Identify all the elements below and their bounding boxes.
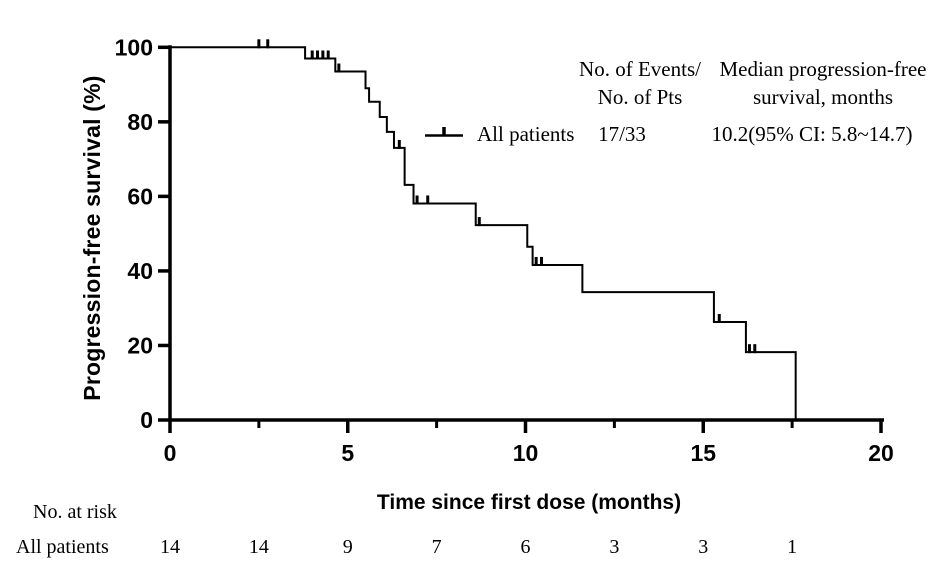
x-tick-label: 5 xyxy=(341,440,354,466)
risk-value: 3 xyxy=(698,536,709,558)
legend-median-header: Median progression-free survival, months xyxy=(663,55,931,111)
y-tick-label: 80 xyxy=(127,109,153,135)
km-curve xyxy=(170,46,797,420)
y-axis-title: Progression-free survival (%) xyxy=(79,75,105,401)
legend-series-label: All patients xyxy=(477,122,575,146)
y-tick-label: 0 xyxy=(140,407,153,433)
risk-value: 1 xyxy=(787,536,798,558)
x-axis-title: Time since first dose (months) xyxy=(376,491,682,514)
y-tick-label: 100 xyxy=(115,34,153,60)
risk-value: 6 xyxy=(520,536,531,558)
risk-table-title: No. at risk xyxy=(33,501,117,523)
risk-value: 3 xyxy=(609,536,620,558)
x-tick-label: 10 xyxy=(513,440,539,466)
legend-events-value: 17/33 xyxy=(598,122,646,146)
risk-value: 14 xyxy=(160,536,180,558)
y-tick-label: 20 xyxy=(127,332,153,358)
legend-events-header: No. of Events/ No. of Pts xyxy=(480,55,800,111)
risk-value: 9 xyxy=(342,536,353,558)
x-tick-label: 15 xyxy=(690,440,716,466)
y-tick-label: 60 xyxy=(127,183,153,209)
legend-median-value: 10.2(95% CI: 5.8~14.7) xyxy=(711,122,913,146)
x-tick-label: 20 xyxy=(868,440,894,466)
legend-events-header-line1: No. of Events/ xyxy=(579,57,701,81)
legend-median-header-line2: survival, months xyxy=(753,85,893,109)
risk-value: 7 xyxy=(431,536,442,558)
risk-table-row-label: All patients xyxy=(16,536,109,558)
legend-median-header-line1: Median progression-free xyxy=(719,57,927,81)
x-tick-label: 0 xyxy=(164,440,177,466)
y-tick-label: 40 xyxy=(127,258,153,284)
risk-value: 14 xyxy=(248,536,269,558)
legend-events-header-line2: No. of Pts xyxy=(597,85,683,109)
